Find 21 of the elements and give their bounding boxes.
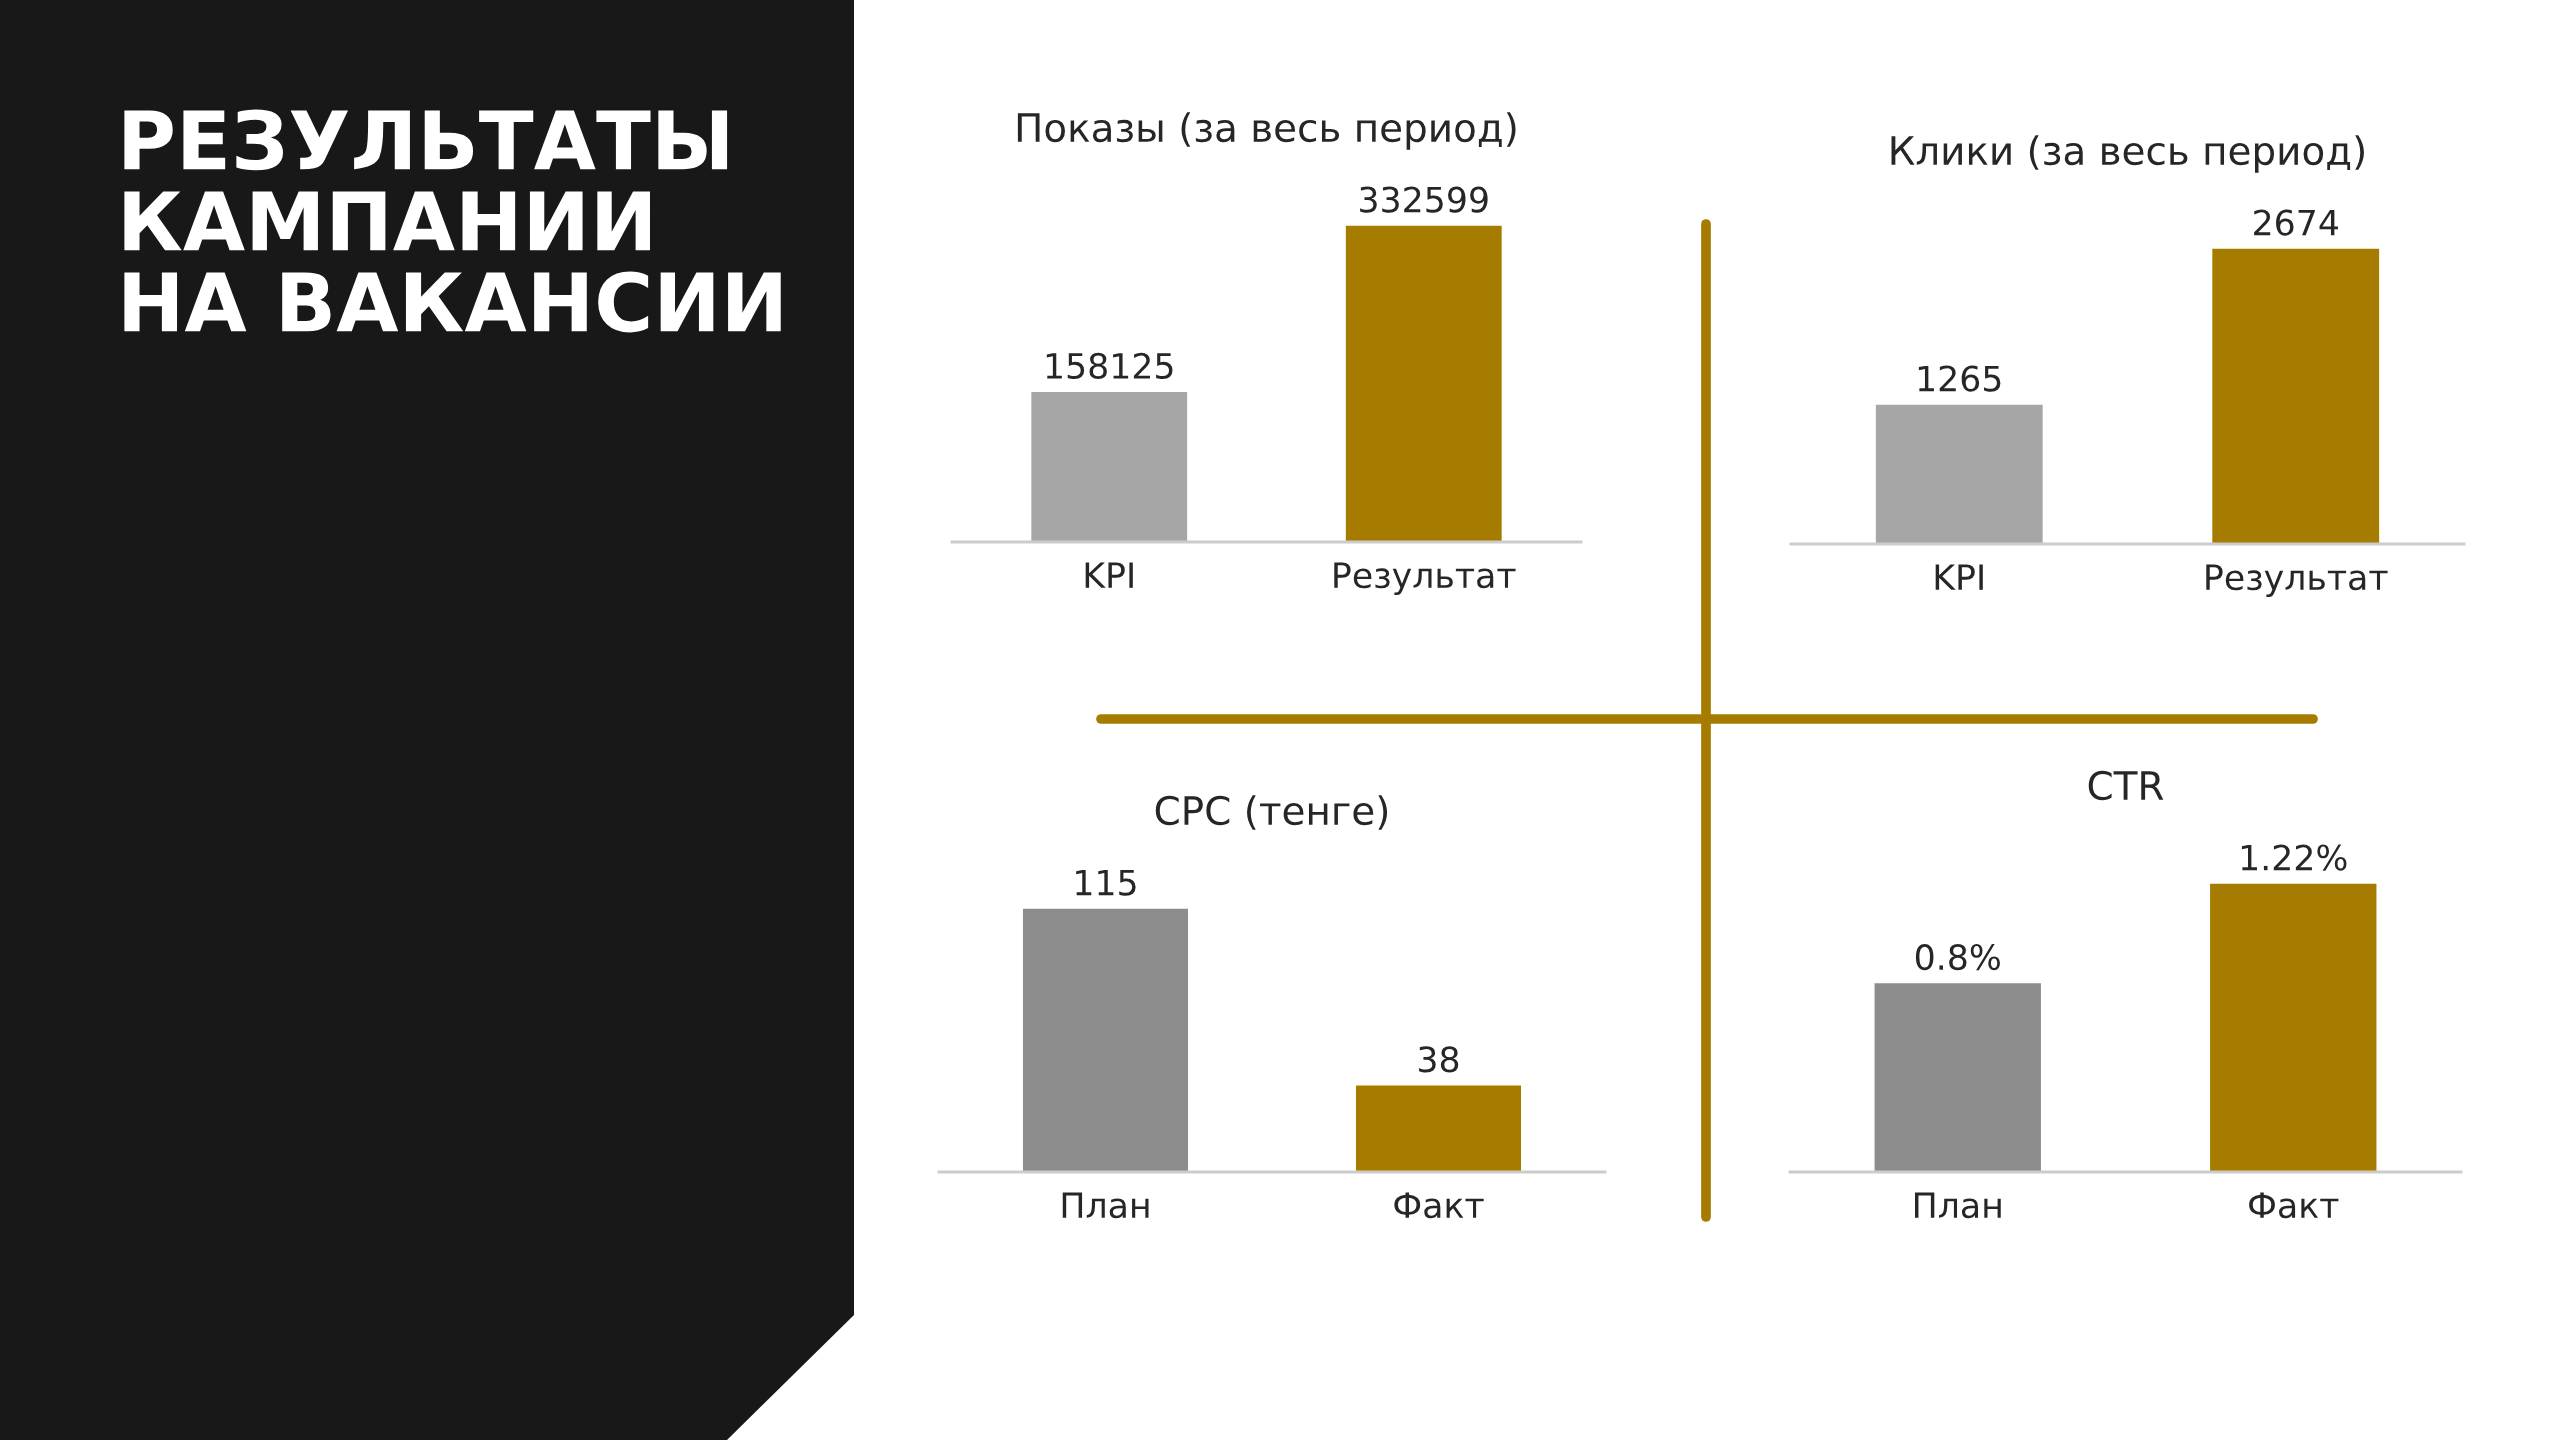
x-tick-label: План bbox=[1062, 1192, 1149, 1219]
data-label: 2674 bbox=[2254, 209, 2338, 236]
data-label: 1265 bbox=[1918, 365, 2001, 392]
text: РЕЗУЛЬТАТЫ КАМПАНИИ НА ВАКАНСИИ bbox=[124, 109, 781, 333]
chart-title: CTR bbox=[2088, 770, 2164, 801]
x-tick-label: KPI bbox=[1935, 564, 1983, 590]
x-tick-label: KPI bbox=[1085, 562, 1133, 588]
x-tick-label: Результат bbox=[1334, 562, 1516, 596]
x-tick-label: Факт bbox=[2249, 1192, 2339, 1219]
data-label: 332599 bbox=[1360, 186, 1488, 213]
data-label: 115 bbox=[1076, 869, 1136, 896]
x-tick-label: План bbox=[1915, 1192, 2001, 1219]
data-label: 38 bbox=[1419, 1046, 1459, 1073]
x-tick-label: Факт bbox=[1394, 1192, 1484, 1219]
chart-title: Показы (за весь период) bbox=[1017, 112, 1516, 150]
chart-title: Клики (за весь период) bbox=[1891, 135, 2364, 173]
chart-title: CPC (тенге) bbox=[1155, 795, 1388, 830]
x-tick-label: Результат bbox=[2206, 564, 2388, 598]
data-label: 0.8% bbox=[1915, 943, 2000, 971]
data-label: 158125 bbox=[1046, 352, 1173, 380]
data-label: 1.22% bbox=[2241, 844, 2347, 871]
